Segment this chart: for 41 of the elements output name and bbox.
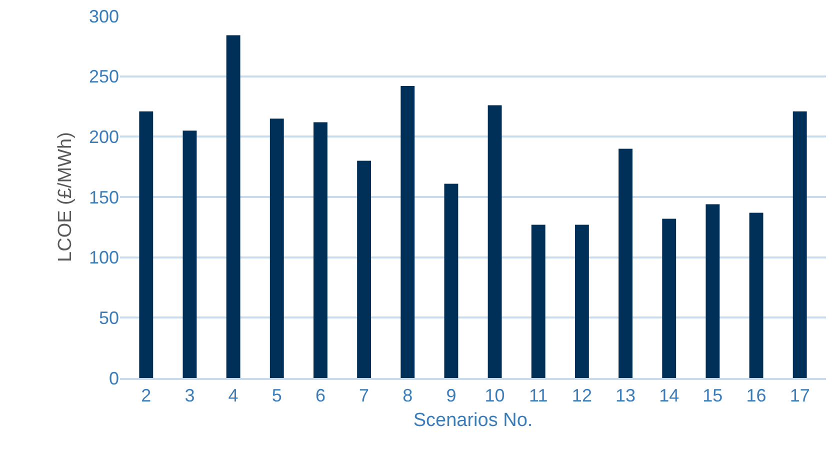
bar xyxy=(314,122,328,378)
x-tick-label: 14 xyxy=(659,386,680,406)
bar xyxy=(270,118,284,378)
bar xyxy=(662,218,676,378)
x-tick-label: 7 xyxy=(359,386,370,406)
bar xyxy=(749,212,764,378)
bar xyxy=(400,86,415,378)
x-tick-label: 9 xyxy=(446,386,456,406)
y-tick-label: 200 xyxy=(88,126,119,147)
x-axis-title: Scenarios No. xyxy=(413,410,533,431)
bar xyxy=(706,204,720,378)
bar xyxy=(226,35,240,378)
y-axis-title: LCOE (£/MWh) xyxy=(54,132,76,262)
x-tick-label: 10 xyxy=(484,386,505,406)
x-tick-label: 4 xyxy=(228,386,238,406)
bar xyxy=(618,148,632,378)
bar xyxy=(792,111,807,378)
x-tick-label: 11 xyxy=(529,386,548,406)
x-tick-label: 2 xyxy=(141,386,152,406)
x-tick-label: 6 xyxy=(315,386,326,406)
bar xyxy=(488,105,502,378)
y-tick-label: 100 xyxy=(88,248,119,268)
bar xyxy=(531,224,546,378)
bar xyxy=(182,130,197,378)
y-tick-label: 250 xyxy=(88,66,119,87)
x-tick-label: 13 xyxy=(616,386,636,406)
x-tick-label: 5 xyxy=(272,386,282,406)
bar xyxy=(139,111,154,378)
x-tick-label: 16 xyxy=(746,386,766,406)
bar xyxy=(357,160,372,378)
y-tick-label: 300 xyxy=(88,6,119,26)
x-tick-label: 15 xyxy=(702,386,723,406)
x-tick-label: 17 xyxy=(790,386,810,406)
y-tick-label: 0 xyxy=(108,368,119,388)
bar xyxy=(574,224,589,378)
bar xyxy=(444,184,458,378)
x-tick-label: 3 xyxy=(184,386,195,406)
x-tick-label: 8 xyxy=(402,386,413,406)
x-tick-label: 12 xyxy=(572,386,592,406)
y-tick-label: 150 xyxy=(88,187,119,208)
y-tick-label: 50 xyxy=(98,308,119,328)
